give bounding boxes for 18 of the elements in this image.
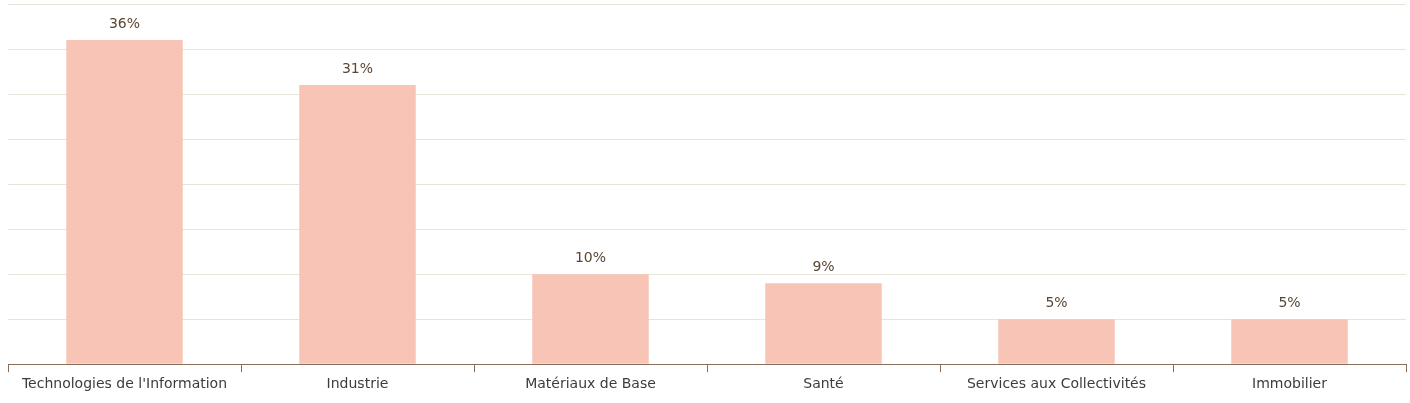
bar [299,85,416,364]
data-label: 36% [108,14,141,31]
x-tick-label: Industrie [326,375,389,392]
data-label: 31% [341,59,374,76]
x-tick-label: Technologies de l'Information [20,375,228,392]
bar [1231,319,1348,364]
bar [998,319,1115,364]
x-tick-label: Immobilier [1252,375,1328,392]
x-tick-label: Services aux Collectivités [966,375,1147,392]
data-label: 9% [812,257,835,274]
data-label: 5% [1278,293,1301,310]
x-tick-label: Matériaux de Base [525,375,656,392]
bar [532,274,649,364]
data-label: 5% [1045,293,1068,310]
x-tick-label: Santé [803,375,844,392]
data-label: 10% [574,248,607,265]
bar [66,40,183,364]
bar [765,283,882,364]
